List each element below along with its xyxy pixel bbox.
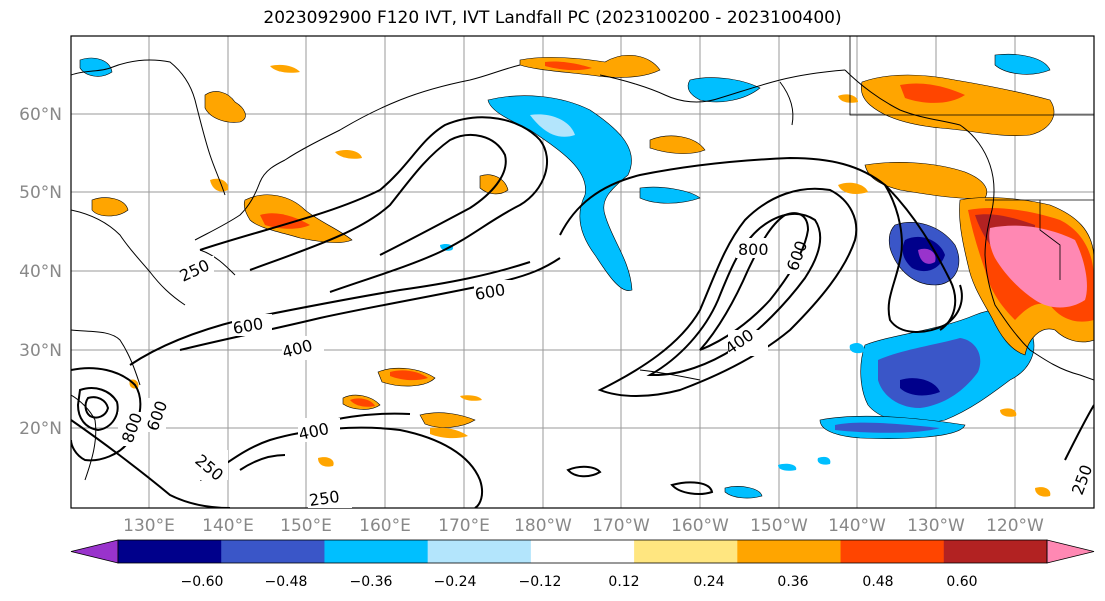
colorbar-extend-max	[1046, 539, 1095, 564]
lon-label: 150°E	[280, 516, 332, 536]
colorbar-extend-min	[70, 539, 119, 564]
colorbar-tick-label: 0.36	[777, 574, 808, 590]
colorbar-tick-label: 0.48	[862, 574, 893, 590]
colorbar-segment	[118, 540, 222, 563]
coastlines	[71, 59, 1094, 481]
lon-label: 140°E	[202, 516, 254, 536]
colorbar-segment	[221, 540, 325, 563]
lon-label: 140°W	[828, 516, 886, 536]
colorbar-tick-label: −0.12	[519, 574, 562, 590]
lon-label: 120°W	[986, 516, 1044, 536]
contour-label: 250	[308, 487, 341, 510]
colorbar-segment	[530, 540, 635, 563]
lon-label: 170°E	[438, 516, 490, 536]
map-frame	[70, 35, 1095, 509]
contour-label: 800	[738, 240, 769, 259]
lat-label-50n: 50°N	[19, 183, 62, 203]
colorbar	[70, 539, 1095, 564]
lat-label-20n: 20°N	[19, 419, 62, 439]
contour-labels: 800 600 600 400 250 600 400 400 250 250 …	[118, 238, 1096, 510]
colorbar-tick-label: 0.60	[946, 574, 977, 590]
colorbar-tick-label: 0.24	[693, 574, 724, 590]
lon-label: 180°W	[514, 516, 572, 536]
plot-title: 2023092900 F120 IVT, IVT Landfall PC (20…	[263, 8, 842, 28]
lon-label: 160°W	[671, 516, 729, 536]
lat-label-30n: 30°N	[19, 341, 62, 361]
colorbar-segment	[737, 540, 842, 563]
borders	[849, 36, 1094, 280]
colorbar-tick-label: 0.12	[608, 574, 639, 590]
longitude-labels: 130°E 140°E 150°E 160°E 170°E 180°W 170°…	[123, 516, 1044, 536]
negative-anomaly-patches	[79, 53, 1051, 499]
colorbar-frame	[117, 539, 1048, 564]
lon-label: 130°E	[123, 516, 175, 536]
lat-label-60n: 60°N	[19, 105, 62, 125]
colorbar-tick-labels: −0.60 −0.48 −0.36 −0.24 −0.12 0.12 0.24 …	[181, 574, 978, 590]
latitude-labels: 60°N 50°N 40°N 30°N 20°N	[19, 105, 62, 439]
colorbar-segment	[324, 540, 429, 563]
lon-label: 160°E	[359, 516, 411, 536]
colorbar-segment	[943, 540, 1048, 563]
colorbar-tick-label: −0.48	[265, 574, 308, 590]
colorbar-tick-label: −0.24	[434, 574, 477, 590]
colorbar-tick-label: −0.60	[181, 574, 224, 590]
lat-label-40n: 40°N	[19, 262, 62, 282]
colorbar-tick-label: −0.36	[350, 574, 393, 590]
ivt-contours	[71, 116, 1094, 508]
lon-label: 170°W	[592, 516, 650, 536]
positive-anomaly-patches	[91, 55, 1094, 497]
colorbar-segment	[427, 540, 532, 563]
lon-label: 150°W	[750, 516, 808, 536]
colorbar-segment	[840, 540, 945, 563]
lon-label: 130°W	[907, 516, 965, 536]
colorbar-segment	[634, 540, 738, 563]
